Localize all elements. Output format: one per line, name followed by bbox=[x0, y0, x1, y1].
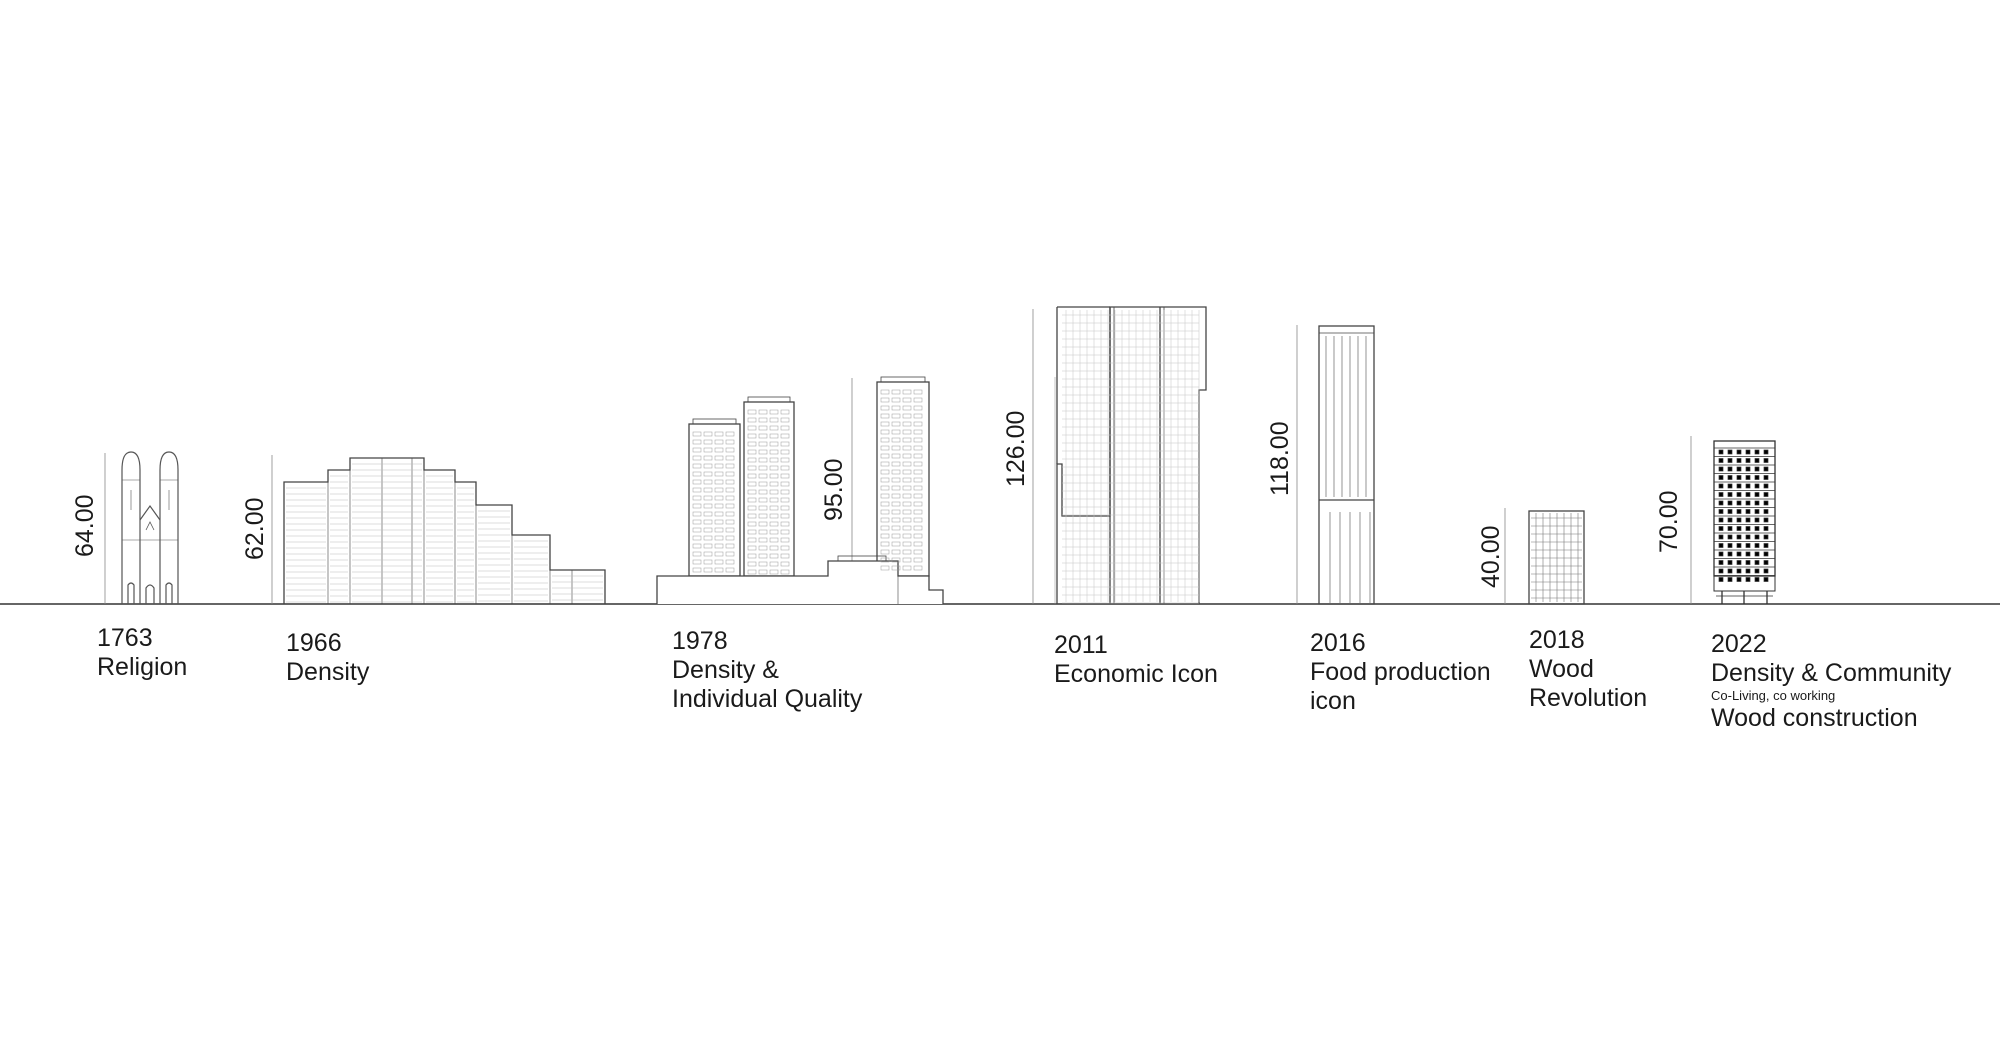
height-label: 118.00 bbox=[1266, 421, 1294, 496]
theme-subtext: Co-Living, co working bbox=[1711, 688, 1836, 703]
height-label: 40.00 bbox=[1477, 525, 1505, 588]
building-2016-tower bbox=[1296, 325, 1375, 605]
year: 2022 bbox=[1711, 630, 1767, 658]
height-label: 64.00 bbox=[71, 494, 99, 557]
theme: Density & Community bbox=[1711, 659, 1952, 687]
theme-line-2: Revolution bbox=[1529, 684, 1648, 712]
year: 1978 bbox=[672, 627, 728, 655]
timeline-label-1978: 1978 Density & Individual Quality bbox=[672, 627, 862, 714]
height-label: 70.00 bbox=[1655, 490, 1683, 553]
timeline-label-1763: 1763 Religion bbox=[97, 624, 187, 682]
theme: Economic Icon bbox=[1054, 660, 1218, 688]
height-label: 95.00 bbox=[820, 458, 848, 521]
building-1763-church bbox=[104, 451, 179, 604]
year: 2018 bbox=[1529, 626, 1585, 654]
theme-line-3: Wood construction bbox=[1711, 704, 1918, 732]
timeline-label-2011: 2011 Economic Icon bbox=[1054, 631, 1218, 689]
theme: Wood bbox=[1529, 655, 1594, 683]
year: 1763 bbox=[97, 624, 153, 652]
theme: Religion bbox=[97, 653, 188, 681]
timeline-label-2018: 2018 Wood Revolution bbox=[1529, 626, 1647, 713]
timeline-label-2022: 2022 Density & Community Co-Living, co w… bbox=[1711, 630, 1951, 733]
timeline-label-2016: 2016 Food production icon bbox=[1310, 629, 1491, 716]
building-1966-stepped-block bbox=[271, 455, 606, 604]
theme: Food production bbox=[1310, 658, 1491, 686]
building-2022-tower bbox=[1690, 436, 1776, 604]
height-label: 126.00 bbox=[1002, 410, 1030, 487]
timeline-label-1966: 1966 Density bbox=[286, 629, 369, 687]
year: 2011 bbox=[1054, 631, 1108, 659]
theme: Density & bbox=[672, 656, 779, 684]
year: 2016 bbox=[1310, 629, 1366, 657]
year: 1966 bbox=[286, 629, 342, 657]
height-label: 62.00 bbox=[241, 497, 269, 560]
building-2011-tower bbox=[1032, 306, 1207, 605]
theme-line-2: Individual Quality bbox=[672, 685, 863, 713]
building-2018-tower bbox=[1504, 508, 1585, 605]
theme: Density bbox=[286, 658, 370, 686]
theme-line-2: icon bbox=[1310, 687, 1356, 715]
